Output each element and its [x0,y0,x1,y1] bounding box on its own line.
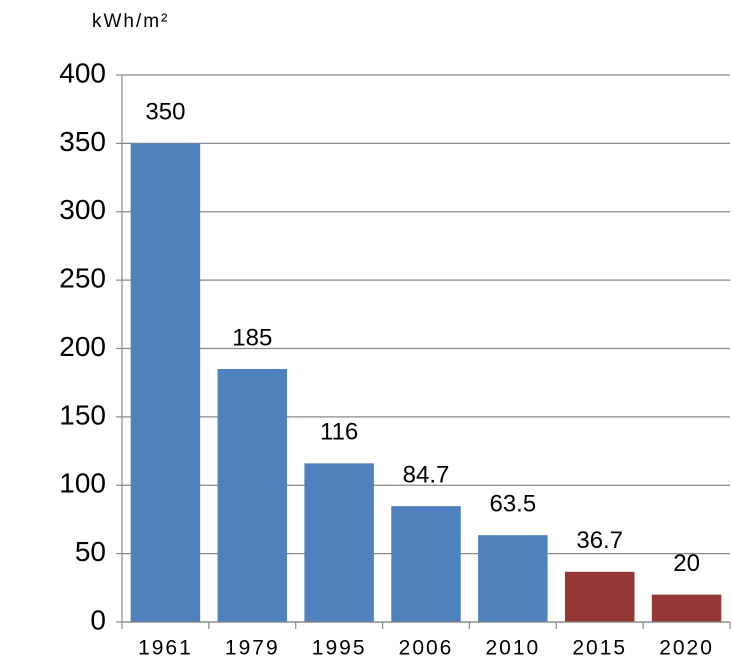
y-tick-label: 200 [59,331,106,362]
bar [130,143,201,622]
data-label: 20 [673,550,700,577]
data-label: 116 [320,419,358,446]
y-tick-label: 350 [59,126,106,157]
x-tick-label: 2015 [572,637,627,660]
bar [651,594,722,622]
data-label: 350 [145,99,185,126]
bar [217,369,288,622]
y-tick-label: 400 [59,57,106,88]
data-label: 84.7 [403,462,450,489]
bar [478,535,548,622]
x-tick-label: 2006 [399,637,454,660]
data-label: 36.7 [576,527,623,554]
y-tick-label: 50 [75,536,106,567]
x-tick-label: 1995 [312,637,367,660]
y-tick-label: 250 [59,263,106,294]
y-tick-label: 300 [59,194,106,225]
data-label: 185 [232,324,272,351]
x-tick-label: 1979 [225,637,280,660]
x-tick-label: 2010 [485,637,540,660]
y-tick-label: 100 [59,468,106,499]
x-tick-label: 1961 [138,637,193,660]
bar [564,571,635,622]
y-tick-label: 150 [59,399,106,430]
bar [304,463,374,622]
data-label: 63.5 [489,491,536,518]
x-tick-label: 2020 [659,637,714,660]
bar [391,506,461,622]
y-tick-label: 0 [90,604,106,635]
y-axis-label: kWh/m² [92,11,169,32]
